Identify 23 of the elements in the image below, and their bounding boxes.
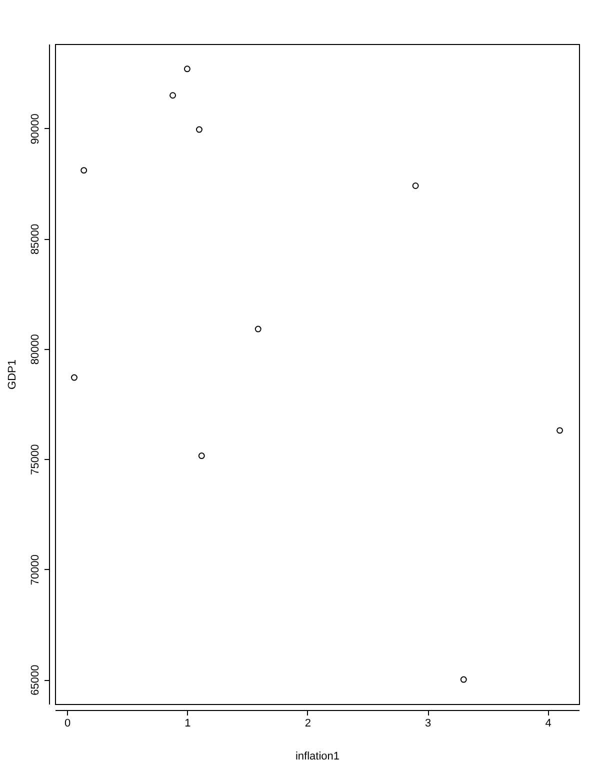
point [412, 182, 419, 189]
point [184, 66, 190, 72]
x-axis-title: inflation1 [295, 750, 340, 762]
y-tick-label: 65000 [30, 664, 42, 696]
point [170, 92, 176, 99]
x-tick-label: 1 [184, 718, 191, 730]
y-tick-label: 80000 [30, 334, 42, 365]
y-tick-label: 75000 [30, 444, 42, 475]
point [80, 167, 88, 174]
point [70, 374, 78, 381]
x-tick-label: 2 [304, 718, 311, 730]
y-tick-label: 70000 [30, 554, 42, 586]
point [460, 676, 467, 683]
y-tick-label: 85000 [30, 224, 42, 254]
x-tick-label: 3 [425, 718, 432, 730]
y-axis-title: GDP1 [6, 360, 18, 390]
point [556, 427, 564, 434]
x-tick-label: 0 [64, 718, 71, 730]
point [254, 326, 262, 332]
x-tick-label: 4 [545, 718, 552, 730]
point [198, 452, 205, 460]
y-tick-label: 90000 [30, 114, 42, 144]
point [196, 126, 202, 133]
